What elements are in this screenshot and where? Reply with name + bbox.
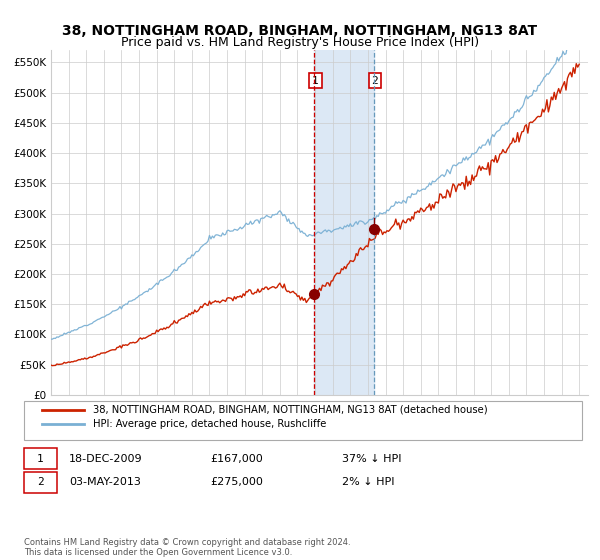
- Text: Price paid vs. HM Land Registry's House Price Index (HPI): Price paid vs. HM Land Registry's House …: [121, 36, 479, 49]
- Text: 38, NOTTINGHAM ROAD, BINGHAM, NOTTINGHAM, NG13 8AT: 38, NOTTINGHAM ROAD, BINGHAM, NOTTINGHAM…: [62, 24, 538, 38]
- Text: £275,000: £275,000: [210, 477, 263, 487]
- Text: 37% ↓ HPI: 37% ↓ HPI: [342, 454, 401, 464]
- Text: £167,000: £167,000: [210, 454, 263, 464]
- Text: 2% ↓ HPI: 2% ↓ HPI: [342, 477, 395, 487]
- Text: 18-DEC-2009: 18-DEC-2009: [69, 454, 143, 464]
- Text: 2: 2: [371, 76, 379, 86]
- Text: 1: 1: [37, 454, 44, 464]
- Text: HPI: Average price, detached house, Rushcliffe: HPI: Average price, detached house, Rush…: [93, 419, 326, 429]
- Text: 2: 2: [37, 477, 44, 487]
- Text: 03-MAY-2013: 03-MAY-2013: [69, 477, 141, 487]
- Text: 1: 1: [312, 76, 319, 86]
- Bar: [314, 50, 374, 395]
- Text: Contains HM Land Registry data © Crown copyright and database right 2024.
This d: Contains HM Land Registry data © Crown c…: [24, 538, 350, 557]
- Text: 38, NOTTINGHAM ROAD, BINGHAM, NOTTINGHAM, NG13 8AT (detached house): 38, NOTTINGHAM ROAD, BINGHAM, NOTTINGHAM…: [93, 405, 488, 415]
